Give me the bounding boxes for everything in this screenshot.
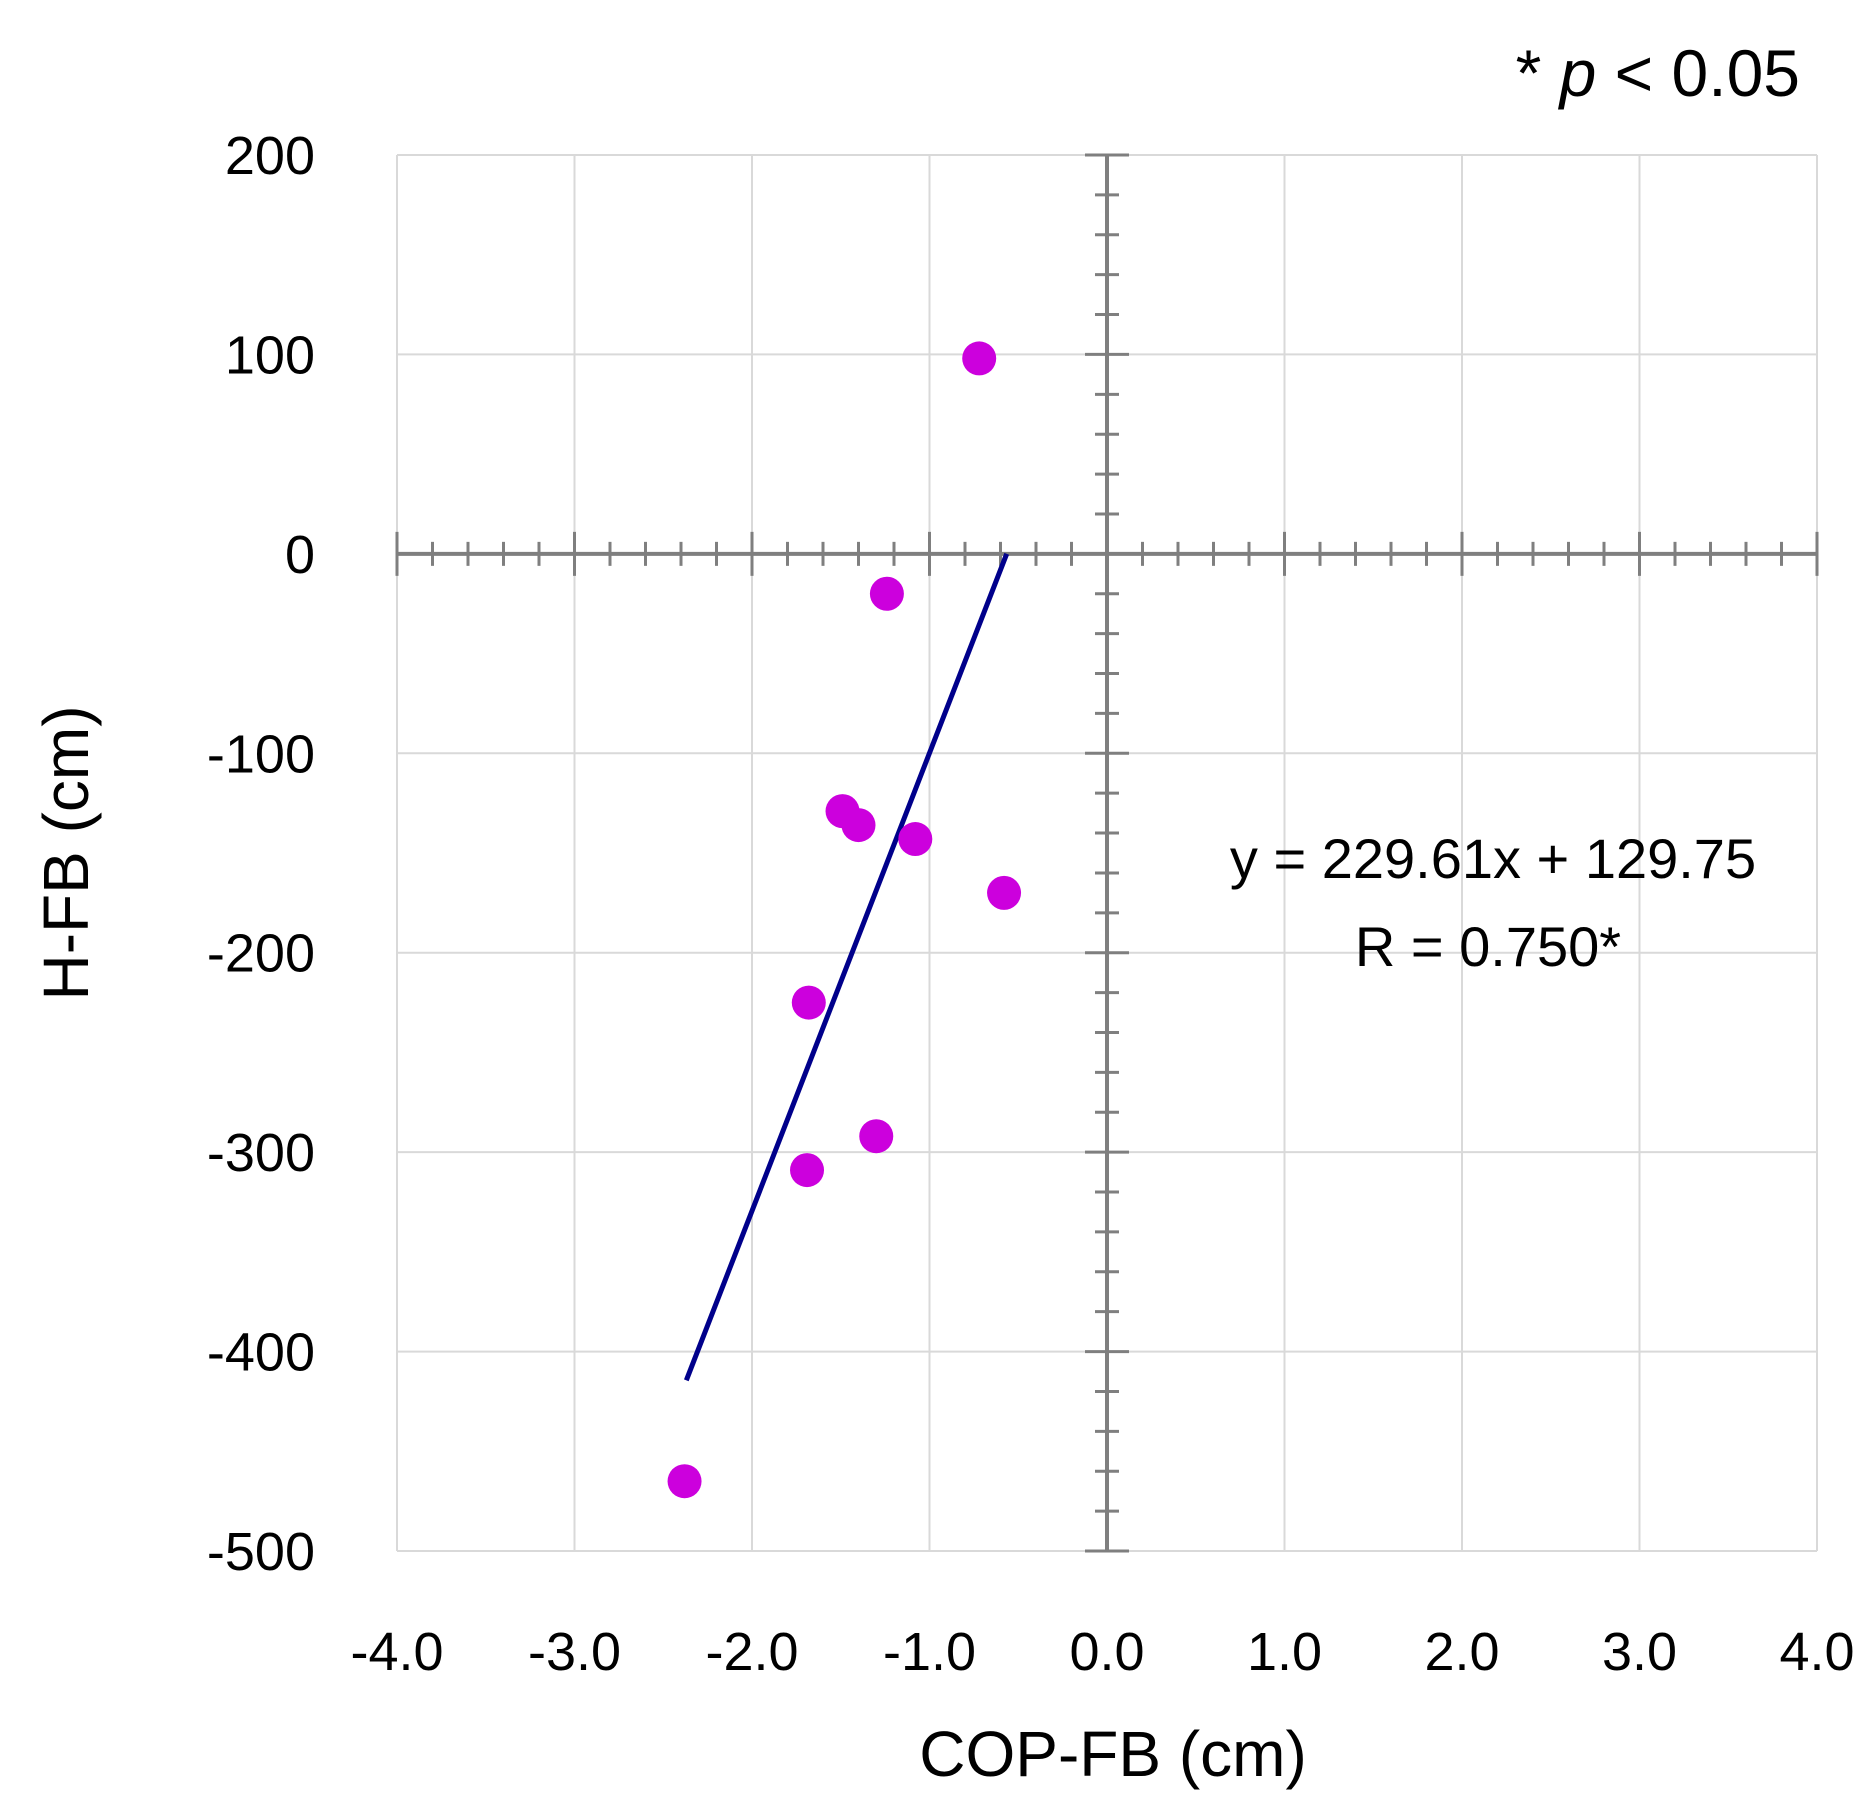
significance-star: *	[1516, 36, 1542, 110]
trendline-group	[683, 552, 1010, 1382]
data-point	[791, 985, 826, 1020]
correlation-value: R = 0.750*	[1355, 915, 1621, 978]
data-point	[962, 341, 997, 376]
x-tick-label: 2.0	[1424, 1622, 1499, 1682]
y-tick-label: 0	[285, 525, 315, 585]
data-point	[790, 1153, 825, 1188]
tick-labels: -4.0 -3.0 -2.0 -1.0 0.0 1.0 2.0 3.0 4.0 200 100 0 -1…	[207, 126, 1855, 1682]
regression-equation: y = 229.61x + 129.75	[1230, 827, 1756, 890]
x-axis-title: COP-FB (cm)	[919, 1718, 1307, 1790]
data-point	[987, 875, 1022, 910]
x-tick-label: 3.0	[1602, 1622, 1677, 1682]
x-tick-label: 4.0	[1779, 1622, 1854, 1682]
x-tick-label: 0.0	[1069, 1622, 1144, 1682]
data-point	[841, 808, 876, 843]
y-tick-label: 200	[225, 126, 315, 186]
significance-p: p	[1558, 36, 1597, 110]
trendline	[683, 552, 1010, 1382]
significance-note: * p < 0.05	[1516, 36, 1800, 110]
x-tick-label: -2.0	[705, 1622, 798, 1682]
significance-threshold: < 0.05	[1615, 36, 1800, 110]
x-tick-label: -1.0	[883, 1622, 976, 1682]
data-point	[869, 576, 904, 611]
y-tick-label: -400	[207, 1323, 315, 1383]
data-points	[667, 341, 1022, 1499]
y-axis-title: H-FB (cm)	[30, 705, 102, 1000]
data-point	[898, 822, 933, 857]
axes	[395, 153, 1819, 1553]
y-tick-label: -200	[207, 924, 315, 984]
data-point	[667, 1464, 702, 1499]
x-tick-label: 1.0	[1247, 1622, 1322, 1682]
y-tick-label: -100	[207, 724, 315, 784]
data-point	[859, 1119, 894, 1154]
x-tick-label: -3.0	[528, 1622, 621, 1682]
y-tick-label: 100	[225, 325, 315, 385]
y-tick-label: -300	[207, 1123, 315, 1183]
y-tick-label: -500	[207, 1522, 315, 1582]
x-tick-label: -4.0	[350, 1622, 443, 1682]
